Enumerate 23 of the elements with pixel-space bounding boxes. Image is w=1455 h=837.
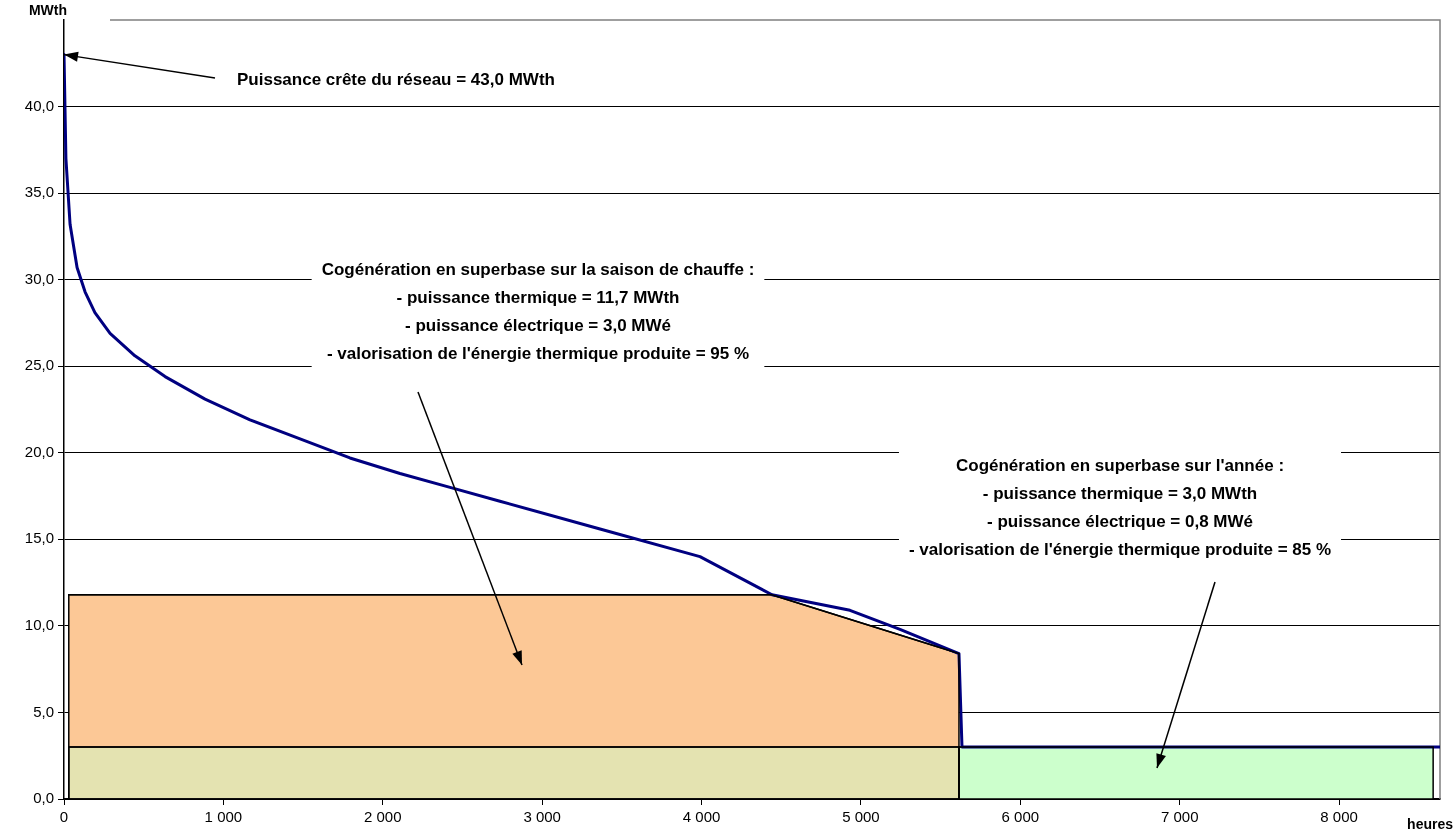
x-tick-label: 2 000 — [364, 808, 402, 826]
x-tick-label: 6 000 — [1001, 808, 1040, 826]
y-tick-label: 15,0 — [24, 529, 54, 547]
y-tick-label: 0,0 — [33, 789, 54, 807]
x-tick-label: 1 000 — [204, 808, 243, 826]
x-tick-label: 4 000 — [682, 808, 721, 826]
x-tick-label: 3 000 — [523, 808, 561, 826]
x-tick-label: 5 000 — [842, 808, 880, 826]
y-tick-label: 30,0 — [24, 269, 54, 287]
x-tick-label: 7 000 — [1160, 808, 1199, 826]
y-tick-label: 40,0 — [24, 96, 54, 114]
x-axis-title: heures — [1407, 815, 1454, 832]
y-tick-label: 10,0 — [24, 616, 54, 634]
x-tick-label: 8 000 — [1320, 808, 1358, 826]
y-tick-label: 20,0 — [24, 442, 54, 460]
y-tick-label: 5,0 — [33, 702, 54, 720]
x-tick-label: 0 — [59, 808, 69, 826]
y-tick-label: 25,0 — [24, 356, 54, 374]
annotation: Puissance crête du réseau = 43,0 MWth — [237, 69, 555, 89]
y-axis-title: MWth — [28, 1, 68, 18]
annotation: Cogénération en superbase sur l'année : - puissance thermique = 3,0 MWth - puissance électrique = 0,8 MWé - valorisation de l'énergie thermique produite = 85 % — [908, 455, 1332, 559]
annotation: Cogénération en superbase sur la saison de chauffe : - puissance thermique = 11,7 MWth - puissance électrique = 3,0 MWé - valorisation de l'énergie thermique produite = 95 % — [321, 259, 755, 363]
y-tick-label: 35,0 — [24, 183, 54, 201]
